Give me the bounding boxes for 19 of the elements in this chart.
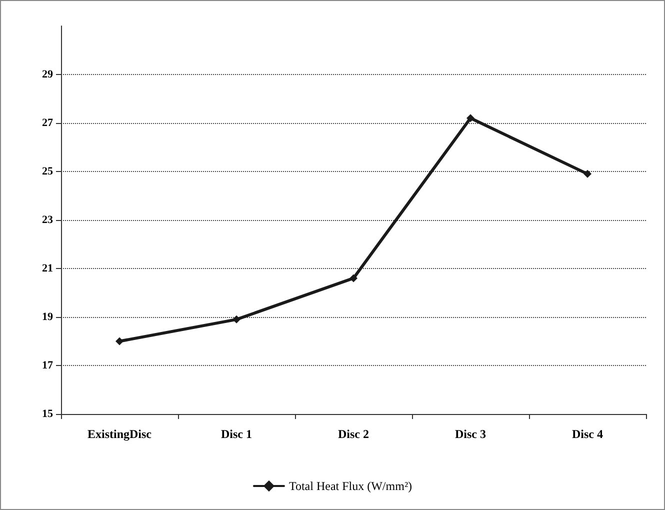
x-tick-label: ExistingDisc bbox=[87, 427, 152, 441]
y-tick-label: 21 bbox=[42, 262, 53, 274]
point bbox=[232, 315, 240, 324]
point bbox=[466, 114, 474, 122]
y-tick-label: 27 bbox=[42, 117, 54, 129]
y-tick-label: 15 bbox=[42, 408, 54, 420]
x-tick-label: Disc 4 bbox=[572, 427, 603, 441]
y-tick-label: 23 bbox=[42, 214, 54, 226]
x-tick-label: Disc 3 bbox=[455, 427, 486, 441]
legend-label: Total Heat Flux (W/mm²) bbox=[288, 479, 412, 493]
x-tick-label: Disc 2 bbox=[338, 427, 369, 441]
y-tick-label: 25 bbox=[42, 166, 54, 178]
y-tick-label: 29 bbox=[42, 68, 54, 80]
point bbox=[350, 274, 358, 282]
point bbox=[116, 337, 124, 346]
point bbox=[584, 170, 592, 178]
x-tick-label: Disc 1 bbox=[221, 427, 252, 441]
y-tick-label: 17 bbox=[42, 360, 54, 372]
y-tick-label: 19 bbox=[42, 311, 54, 323]
